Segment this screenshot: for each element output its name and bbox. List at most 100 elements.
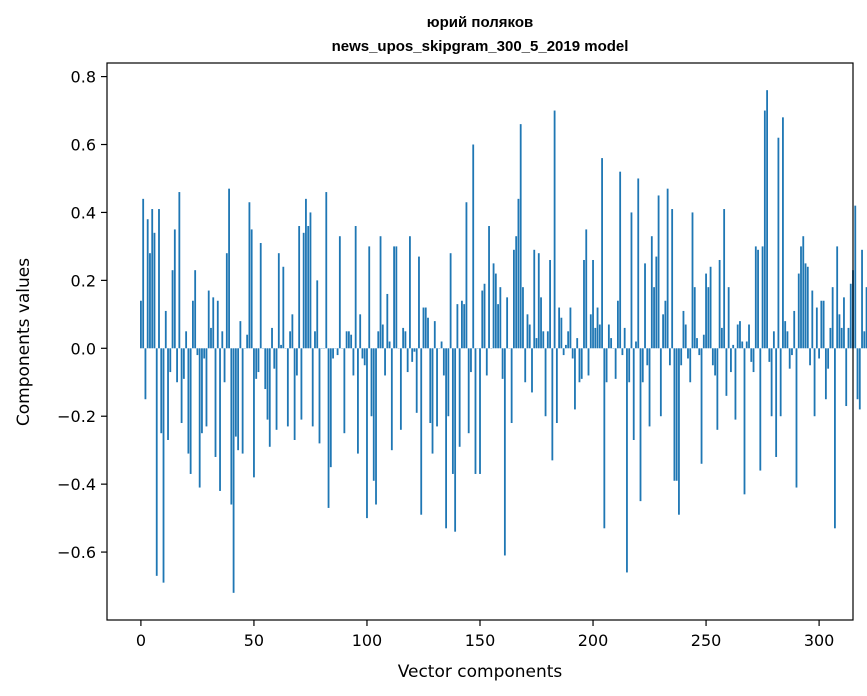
bar-77 (314, 331, 316, 349)
plot-frame (106, 62, 854, 621)
bar-270 (750, 348, 753, 362)
bar-174 (533, 249, 536, 349)
bar-71 (300, 348, 303, 420)
bar-106 (379, 236, 382, 349)
bar-263 (734, 348, 737, 420)
bar-134 (442, 348, 445, 376)
bar-271 (752, 348, 755, 373)
bar-217 (630, 212, 633, 349)
bar-252 (709, 266, 712, 349)
bar-78 (316, 280, 319, 349)
bar-226 (650, 236, 653, 349)
bar-304 (827, 348, 830, 369)
bar-35 (219, 348, 221, 491)
bar-63 (282, 266, 285, 349)
bar-137 (449, 253, 452, 349)
bar-90 (343, 348, 346, 434)
bar-211 (616, 300, 619, 349)
bar-16 (176, 348, 178, 383)
bar-269 (748, 324, 750, 349)
bar-171 (526, 314, 529, 349)
bar-119 (409, 236, 411, 349)
bar-161 (503, 348, 506, 556)
bar-253 (711, 348, 714, 366)
bar-31 (210, 327, 212, 349)
bar-193 (576, 338, 579, 349)
bar-273 (757, 249, 759, 349)
x-tick-label: 50 (244, 631, 264, 650)
bar-297 (811, 290, 814, 349)
bar-110 (388, 341, 391, 349)
bar-15 (173, 229, 176, 349)
bar-220 (637, 178, 640, 349)
bar-13 (169, 348, 172, 373)
bar-158 (497, 304, 499, 349)
x-tick-label: 200 (578, 631, 609, 650)
bar-230 (659, 348, 662, 417)
bar-67 (291, 314, 294, 349)
bar-306 (831, 287, 834, 349)
bar-196 (583, 259, 585, 349)
bar-107 (381, 324, 384, 349)
bar-27 (201, 348, 203, 434)
bar-33 (214, 348, 217, 457)
bar-187 (562, 348, 565, 356)
bar-38 (225, 253, 228, 349)
bar-305 (829, 327, 832, 349)
y-tick-label: 0.4 (71, 203, 96, 222)
bar-47 (246, 334, 249, 349)
bar-186 (560, 317, 563, 349)
y-tick-label: 0.8 (71, 68, 96, 87)
bar-289 (793, 310, 796, 349)
bar-61 (277, 253, 280, 349)
bar-280 (772, 331, 775, 349)
bar-320 (863, 331, 866, 349)
bar-51 (255, 348, 258, 379)
bar-49 (250, 229, 253, 349)
bar-288 (791, 348, 793, 356)
bar-85 (332, 348, 334, 359)
bar-44 (239, 321, 242, 349)
bar-154 (488, 226, 490, 349)
bar-222 (641, 348, 644, 383)
bar-299 (815, 307, 818, 349)
bar-92 (347, 331, 350, 349)
bar-199 (589, 314, 592, 349)
bar-138 (451, 348, 454, 474)
bar-23 (192, 300, 194, 349)
bar-97 (359, 314, 362, 349)
bar-127 (427, 317, 429, 349)
bar-242 (687, 348, 689, 359)
bar-69 (295, 348, 298, 376)
bar-145 (467, 348, 470, 434)
bar-276 (763, 110, 766, 349)
bar-104 (375, 348, 377, 505)
bar-189 (567, 331, 570, 349)
bar-309 (838, 314, 841, 349)
bar-83 (327, 348, 330, 508)
bar-65 (286, 348, 289, 427)
bar-14 (171, 270, 174, 349)
x-axis-ticks: 0 50 100 150 200 250 300 (136, 620, 834, 650)
bar-240 (682, 310, 685, 349)
bar-56 (266, 348, 269, 420)
bar-141 (458, 348, 461, 447)
bar-265 (739, 321, 741, 349)
bar-40 (230, 348, 233, 505)
bar-6 (153, 232, 156, 349)
bar-291 (797, 273, 800, 349)
bar-36 (221, 331, 224, 349)
bar-111 (390, 348, 393, 451)
bar-76 (311, 348, 314, 427)
bar-190 (569, 307, 572, 349)
bar-159 (499, 287, 502, 349)
bar-3 (146, 219, 149, 349)
bar-26 (198, 348, 201, 488)
bar-100 (366, 348, 368, 519)
bar-164 (510, 348, 513, 424)
bar-307 (834, 348, 836, 529)
bar-172 (528, 324, 531, 349)
bar-268 (745, 341, 748, 349)
x-tick-label: 150 (465, 631, 496, 650)
bar-264 (736, 324, 739, 349)
